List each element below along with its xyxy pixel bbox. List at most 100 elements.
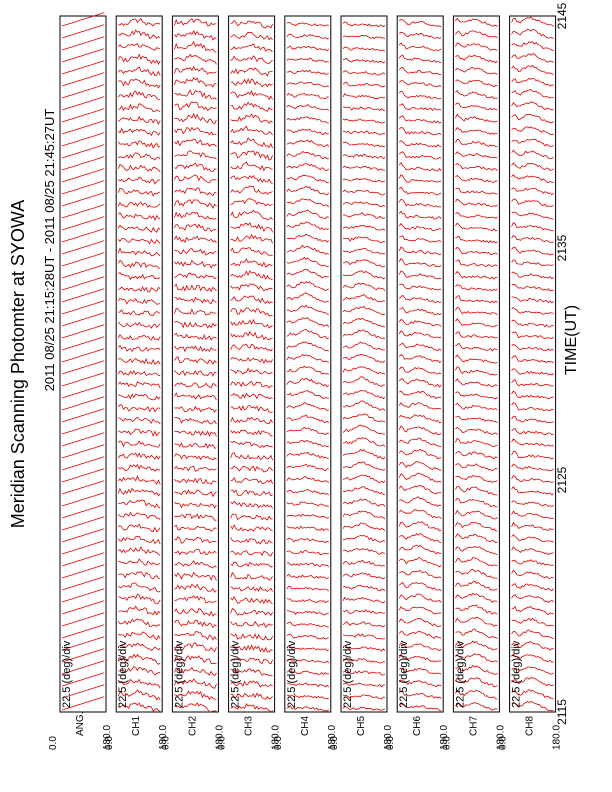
scan-trace bbox=[455, 702, 498, 711]
scan-trace bbox=[174, 536, 217, 544]
scan-trace bbox=[117, 152, 161, 161]
panel-frame bbox=[452, 15, 500, 713]
scan-trace bbox=[511, 187, 554, 196]
x-tick-label: 2135 bbox=[555, 234, 569, 261]
scan-trace bbox=[342, 259, 386, 268]
x-tick-label: 2125 bbox=[555, 466, 569, 493]
scan-trace bbox=[511, 64, 554, 75]
scan-trace bbox=[286, 174, 329, 184]
scan-trace bbox=[511, 149, 554, 160]
scan-trace bbox=[61, 612, 105, 627]
scan-trace bbox=[455, 113, 498, 123]
scan-trace bbox=[398, 115, 442, 124]
scan-trace bbox=[511, 641, 554, 651]
panel-frame bbox=[171, 15, 219, 713]
scan-trace bbox=[511, 319, 554, 328]
scan-trace bbox=[286, 45, 330, 52]
scan-trace bbox=[342, 212, 386, 219]
scan-trace bbox=[455, 259, 498, 267]
y-tick-label: 180.0 bbox=[439, 725, 450, 750]
scan-trace bbox=[174, 138, 217, 147]
scan-trace bbox=[230, 125, 273, 136]
scan-trace bbox=[286, 463, 329, 472]
panel-channel-label: ANG. bbox=[75, 712, 86, 736]
scan-trace bbox=[399, 307, 442, 316]
scan-trace bbox=[455, 246, 498, 256]
scan-trace bbox=[117, 369, 161, 377]
scan-trace bbox=[342, 224, 386, 231]
scan-trace bbox=[511, 450, 554, 460]
scan-trace bbox=[455, 126, 498, 135]
x-tick-text: 2125 bbox=[555, 466, 569, 493]
scan-trace bbox=[61, 552, 105, 567]
scan-trace bbox=[286, 150, 329, 160]
scan-trace bbox=[455, 79, 498, 88]
scan-trace bbox=[455, 270, 498, 280]
scan-trace bbox=[286, 198, 330, 208]
scan-trace bbox=[342, 596, 386, 604]
scan-trace bbox=[61, 660, 105, 675]
scan-trace bbox=[61, 252, 105, 267]
scan-trace bbox=[174, 430, 217, 437]
scan-trace bbox=[398, 630, 442, 639]
scan-trace bbox=[286, 221, 329, 231]
scan-trace bbox=[117, 29, 161, 40]
x-axis-label: TIME(UT) bbox=[563, 305, 580, 375]
scan-trace bbox=[117, 297, 161, 305]
scan-trace bbox=[342, 329, 386, 340]
scan-trace bbox=[174, 524, 217, 532]
scan-trace bbox=[398, 80, 442, 88]
scan-trace bbox=[511, 677, 554, 687]
scan-trace bbox=[117, 535, 161, 545]
scan-trace bbox=[455, 331, 498, 339]
scan-trace bbox=[398, 210, 442, 220]
scan-trace bbox=[230, 452, 273, 461]
scan-trace bbox=[118, 17, 161, 27]
scan-trace bbox=[174, 548, 217, 556]
scan-trace bbox=[342, 547, 386, 555]
scan-trace bbox=[174, 405, 217, 413]
scan-trace bbox=[230, 561, 273, 568]
x-axis-label-group: TIME(UT) bbox=[563, 305, 580, 375]
scan-trace bbox=[230, 150, 273, 161]
scan-trace bbox=[117, 440, 161, 448]
scan-trace bbox=[398, 414, 442, 424]
scan-trace bbox=[511, 271, 554, 280]
scan-trace bbox=[511, 378, 554, 387]
scan-trace bbox=[61, 396, 105, 411]
scan-trace bbox=[286, 317, 330, 328]
scan-trace bbox=[61, 144, 105, 159]
scan-trace bbox=[61, 540, 105, 555]
scan-trace bbox=[174, 248, 217, 256]
scan-trace bbox=[61, 648, 105, 663]
scan-trace bbox=[342, 670, 386, 676]
panel-scale-label: 22.5 (deg)/div bbox=[173, 640, 185, 708]
scan-trace bbox=[286, 341, 329, 352]
scan-trace bbox=[118, 605, 161, 616]
panel-scale-group: 22.5 (deg)/div bbox=[286, 640, 298, 708]
scan-trace bbox=[61, 432, 105, 447]
scan-trace bbox=[230, 405, 273, 413]
scan-trace bbox=[511, 41, 554, 52]
figure-title-group: Meridian Scanning Photomter at SYOWA bbox=[8, 200, 28, 528]
scan-trace bbox=[511, 344, 554, 352]
scan-trace bbox=[511, 283, 554, 292]
scan-trace bbox=[511, 569, 554, 579]
scan-trace bbox=[455, 402, 498, 411]
scan-trace bbox=[398, 90, 442, 100]
panel-channel-label: CH6 bbox=[412, 716, 423, 736]
scan-trace bbox=[342, 534, 386, 543]
scan-trace bbox=[286, 57, 329, 63]
scan-trace bbox=[511, 485, 554, 496]
scan-trace bbox=[174, 65, 217, 75]
scan-trace bbox=[117, 689, 161, 701]
scan-trace bbox=[399, 496, 442, 507]
scan-trace bbox=[286, 414, 330, 424]
scan-trace bbox=[342, 376, 386, 387]
scan-trace bbox=[286, 92, 329, 100]
scan-trace bbox=[117, 259, 161, 269]
